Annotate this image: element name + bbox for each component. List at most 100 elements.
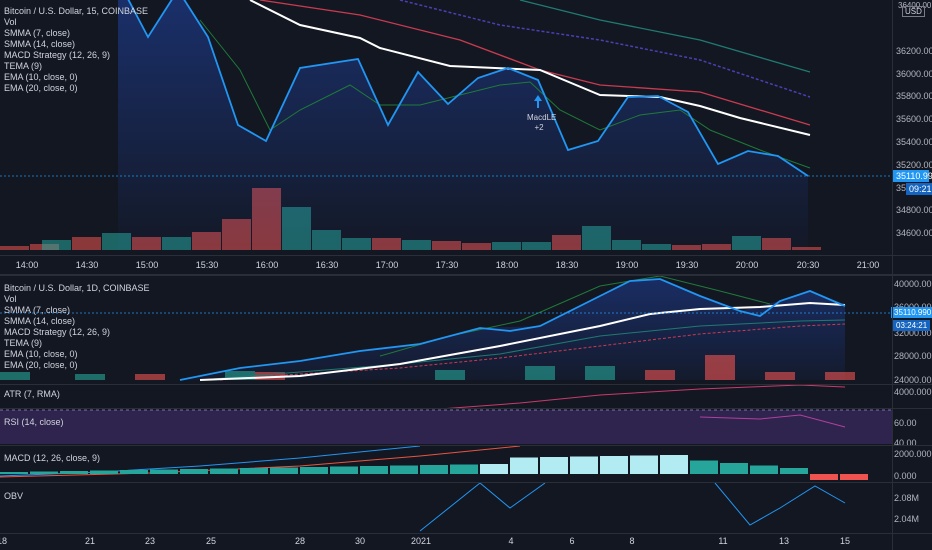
intraday-chart[interactable] [0,0,892,255]
price-tick: 34800.00 [896,205,932,215]
legend-smma7[interactable]: SMMA (7, close) [4,28,71,38]
price-tick: 34600.00 [896,228,932,238]
daily-legend-vol[interactable]: Vol [4,294,17,304]
price-tick: 35400.00 [896,137,932,147]
macd-histogram-bar [210,468,238,474]
macd-histogram-bar [270,467,298,474]
macd-signal-arrow [534,95,542,108]
macd-histogram-bar [810,474,838,480]
date-tick: 8 [629,536,635,546]
pane-divider[interactable] [0,482,932,483]
time-tick: 19:30 [675,260,699,270]
legend-smma14[interactable]: SMMA (14, close) [4,39,76,49]
ema-blue-dash-line [399,0,811,98]
daily-countdown-tag: 03:24:21 [893,320,931,331]
price-tick: 36000.00 [896,69,932,79]
macd-histogram-bar [60,471,88,474]
macd-histogram-bar [690,460,718,474]
macd-histogram-bar [630,455,658,474]
date-tick: 21 [84,536,96,546]
price-axis-border [892,0,893,550]
obv-line-right [714,483,846,526]
price-tick: 35600.00 [896,114,932,124]
time-tick: 15:30 [195,260,219,270]
daily-legend-macd-strategy[interactable]: MACD Strategy (12, 26, 9) [4,327,111,337]
volume-bar [42,240,71,250]
price-area [118,0,808,250]
intraday-symbol[interactable]: Bitcoin / U.S. Dollar, 15, COINBASE [4,6,149,16]
daily-legend-ema10[interactable]: EMA (10, close, 0) [4,349,78,359]
date-tick: 6 [569,536,575,546]
bar-countdown-tag: 09:21 [906,183,932,195]
macd-histogram-bar [510,457,538,474]
daily-last-price-tag: 35110.990 [891,307,932,318]
date-tick: 25 [205,536,217,546]
signal-name: MacdLE [527,113,557,122]
pane-divider[interactable] [0,274,932,276]
daily-symbol[interactable]: Bitcoin / U.S. Dollar, 1D, COINBASE [4,283,150,293]
price-tick: 35200.00 [896,160,932,170]
daily-chart[interactable] [0,276,892,384]
time-axis[interactable]: 14:00 14:30 15:00 15:30 16:00 16:30 17:00 17:30… [0,256,892,274]
macd-label[interactable]: MACD (12, 26, close, 9) [4,453,101,463]
daily-legend-smma7[interactable]: SMMA (7, close) [4,305,71,315]
time-tick: 15:00 [135,260,159,270]
legend-ema10[interactable]: EMA (10, close, 0) [4,72,78,82]
pane-divider[interactable] [0,445,932,446]
price-tick: 36200.00 [896,46,932,56]
daily-legend-tema[interactable]: TEMA (9) [4,338,43,348]
rsi-band [0,410,892,444]
macd-histogram-bar [660,455,688,474]
rsi-chart[interactable] [0,409,892,445]
macd-histogram-bar [840,474,868,480]
date-tick: 23 [144,536,156,546]
rsi-label[interactable]: RSI (14, close) [4,417,64,427]
obv-chart[interactable] [0,483,892,533]
time-tick: 20:00 [735,260,759,270]
signal-label: MacdLE +2 [527,113,557,133]
atr-line [439,385,846,409]
rsi-tick: 60.00 [894,418,917,428]
time-tick: 17:00 [375,260,399,270]
legend-ema20[interactable]: EMA (20, close, 0) [4,83,78,93]
price-tick: 36400.00 [898,1,932,10]
obv-label[interactable]: OBV [4,491,24,501]
volume-bar [72,237,101,250]
macd-histogram-bar [150,469,178,474]
currency-button[interactable]: USD [902,6,925,17]
daily-price-line [179,278,846,381]
legend-tema[interactable]: TEMA (9) [4,61,43,71]
ema-white-line [249,0,811,136]
daily-legend-ema20[interactable]: EMA (20, close, 0) [4,360,78,370]
price-line [127,0,809,177]
date-tick: 13 [778,536,790,546]
atr-chart[interactable] [0,385,892,409]
macd-histogram-bar [600,456,628,474]
obv-tick: 2.08M [894,493,920,503]
macd-histogram-bar [450,464,478,474]
date-tick: 2021 [410,536,432,546]
legend-macd-strategy[interactable]: MACD Strategy (12, 26, 9) [4,50,111,60]
daily-price-tick: 40000.00 [894,279,932,289]
macd-histogram-bar [420,465,448,474]
macd-histogram [0,455,868,480]
time-tick: 16:00 [255,260,279,270]
macd-histogram-bar [120,470,148,474]
date-axis-top-border [0,533,932,534]
date-axis[interactable]: 18 21 23 25 28 30 2021 4 6 8 11 13 15 [0,534,892,550]
time-tick: 20:30 [796,260,820,270]
atr-label[interactable]: ATR (7, RMA) [4,389,60,399]
atr-tick: 4000.000 [894,387,932,397]
date-tick: 15 [839,536,851,546]
daily-legend-smma14[interactable]: SMMA (14, close) [4,316,76,326]
time-axis-top-border [0,255,932,256]
pane-divider[interactable] [0,408,932,409]
time-tick: 14:00 [15,260,39,270]
rsi-tick: 40.00 [894,438,917,448]
volume-bar [0,246,29,250]
legend-vol[interactable]: Vol [4,17,17,27]
macd-chart[interactable] [0,446,892,482]
macd-histogram-bar [300,467,328,474]
intraday-legend: Bitcoin / U.S. Dollar, 15, COINBASE Vol … [4,6,148,94]
pane-divider[interactable] [0,384,932,385]
